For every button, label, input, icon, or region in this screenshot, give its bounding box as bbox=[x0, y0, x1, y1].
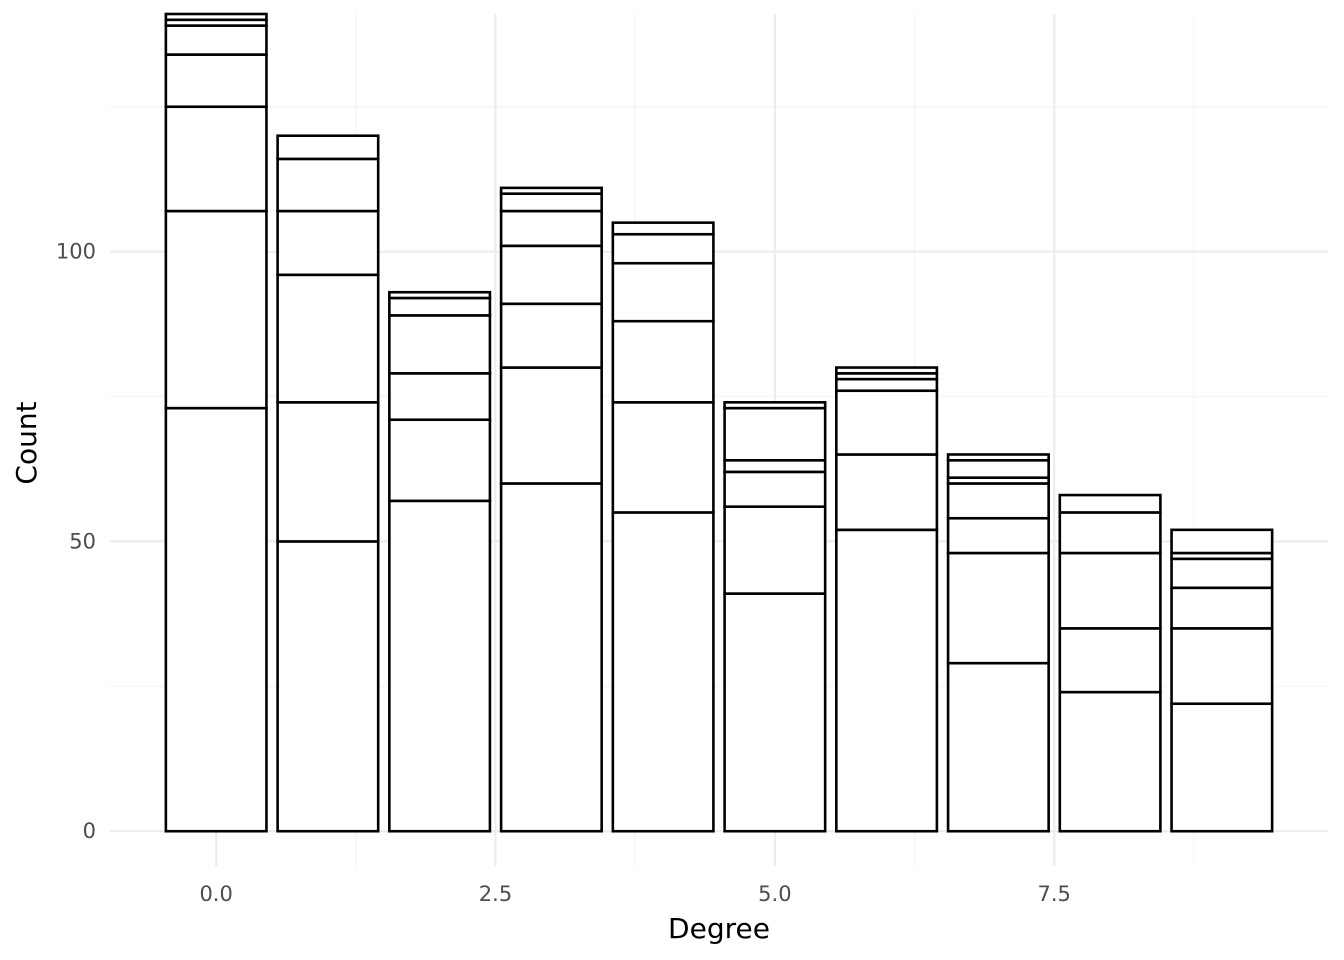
bar-segment bbox=[723, 592, 827, 833]
bar-stack bbox=[499, 186, 603, 833]
bar-segment bbox=[835, 453, 939, 532]
bar-stack bbox=[611, 221, 715, 833]
bar-stack bbox=[276, 134, 380, 833]
bar-segment bbox=[835, 389, 939, 456]
bar-stack bbox=[1170, 528, 1274, 833]
bar-segment bbox=[499, 209, 603, 248]
bar-stack bbox=[835, 366, 939, 833]
bar-segment bbox=[388, 314, 492, 375]
bar-stack bbox=[388, 290, 492, 833]
bar-segment bbox=[1058, 551, 1162, 630]
bar-stack bbox=[946, 453, 1050, 833]
bar-segment bbox=[835, 528, 939, 833]
bar-segment bbox=[1058, 493, 1162, 514]
bar-segment bbox=[164, 53, 268, 109]
bar-segment bbox=[276, 157, 380, 213]
bar-segment bbox=[499, 302, 603, 369]
bar-segment bbox=[388, 499, 492, 833]
bar-segment bbox=[611, 232, 715, 265]
bar-segment bbox=[276, 540, 380, 833]
x-tick-label: 2.5 bbox=[479, 882, 512, 906]
bar-segment bbox=[276, 134, 380, 161]
bar-segment bbox=[164, 209, 268, 410]
bar-segment bbox=[388, 290, 492, 300]
bar-segment bbox=[1170, 627, 1274, 706]
bar-segment bbox=[946, 661, 1050, 833]
bar-segment bbox=[164, 105, 268, 213]
x-axis-title: Degree bbox=[668, 912, 770, 945]
bar-segment bbox=[499, 482, 603, 833]
bar-segment bbox=[276, 401, 380, 543]
bar-segment bbox=[723, 505, 827, 595]
y-axis-title: Count bbox=[10, 401, 43, 484]
x-tick-label: 5.0 bbox=[758, 882, 791, 906]
bar-segment bbox=[499, 192, 603, 213]
bar-segment bbox=[611, 261, 715, 323]
y-tick-label: 0 bbox=[83, 819, 96, 843]
bar-segment bbox=[835, 366, 939, 375]
bar-segment bbox=[1170, 586, 1274, 630]
bar-segment bbox=[723, 470, 827, 508]
bar-segment bbox=[946, 482, 1050, 520]
bar-segment bbox=[723, 401, 827, 410]
bar-segment bbox=[1170, 528, 1274, 555]
bars bbox=[164, 12, 1274, 833]
bar-segment bbox=[611, 319, 715, 404]
bar-segment bbox=[164, 24, 268, 56]
x-tick-label: 7.5 bbox=[1038, 882, 1071, 906]
bar-segment bbox=[1170, 702, 1274, 833]
bar-segment bbox=[946, 516, 1050, 555]
bar-segment bbox=[388, 296, 492, 317]
bar-segment bbox=[276, 209, 380, 277]
bar-segment bbox=[1058, 511, 1162, 555]
bar-segment bbox=[1058, 690, 1162, 833]
bar-segment bbox=[835, 377, 939, 393]
bar-segment bbox=[499, 366, 603, 485]
bar-segment bbox=[611, 511, 715, 833]
bar-segment bbox=[611, 401, 715, 514]
bar-segment bbox=[276, 273, 380, 404]
bar-segment bbox=[946, 453, 1050, 462]
bar-segment bbox=[499, 244, 603, 306]
bar-segment bbox=[388, 372, 492, 422]
bar-segment bbox=[388, 418, 492, 503]
x-tick-label: 0.0 bbox=[199, 882, 232, 906]
bar-segment bbox=[1170, 557, 1274, 590]
bar-segment bbox=[164, 406, 268, 833]
bar-segment bbox=[164, 12, 268, 22]
bar-segment bbox=[723, 458, 827, 474]
bar-stack bbox=[723, 401, 827, 833]
bar-segment bbox=[499, 186, 603, 195]
y-tick-label: 50 bbox=[69, 529, 96, 553]
bar-stack bbox=[1058, 493, 1162, 833]
bar-segment bbox=[1058, 627, 1162, 694]
bar-segment bbox=[946, 458, 1050, 479]
y-tick-label: 100 bbox=[56, 240, 96, 264]
bar-segment bbox=[946, 551, 1050, 665]
tick-labels: 0.0 2.5 5.0 7.5 0 50 100 bbox=[56, 240, 1071, 906]
bar-stack bbox=[164, 12, 268, 833]
bar-segment bbox=[723, 406, 827, 462]
bar-segment bbox=[611, 221, 715, 236]
